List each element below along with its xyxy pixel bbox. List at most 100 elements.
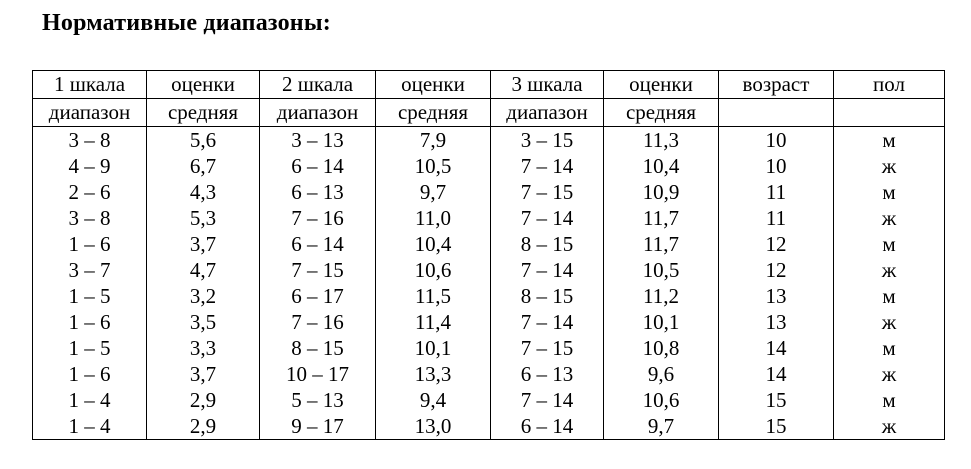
table-cell: ж	[833, 361, 945, 387]
table-cell: 10,1	[375, 335, 491, 361]
table-cell: 6 – 13	[490, 361, 604, 387]
table-cell: 2 – 6	[32, 179, 147, 205]
table-cell: ж	[833, 309, 945, 335]
table-cell: 6 – 14	[259, 153, 376, 179]
table-cell: 7 – 14	[490, 205, 604, 231]
table-cell: 13	[718, 283, 834, 309]
table-cell: 5 – 13	[259, 387, 376, 413]
table-cell: 14	[718, 335, 834, 361]
table-cell: 1 – 6	[32, 309, 147, 335]
table-cell: 10,5	[375, 153, 491, 179]
table-cell: 3 – 7	[32, 257, 147, 283]
table-row: 1 – 5 3,2 6 – 17 11,5 8 – 15 11,2 13 м	[32, 283, 945, 309]
table-cell: 3 – 8	[32, 126, 147, 153]
table-cell: 11,5	[375, 283, 491, 309]
table-cell: м	[833, 179, 945, 205]
table-cell: 3,3	[146, 335, 260, 361]
table-row: 1 – 4 2,9 5 – 13 9,4 7 – 14 10,6 15 м	[32, 387, 945, 413]
table-cell: 11,7	[603, 205, 719, 231]
table-cell: 10,8	[603, 335, 719, 361]
header-cell: 3 шкала	[490, 70, 604, 99]
table-cell: 7 – 14	[490, 309, 604, 335]
table-cell: 10,4	[375, 231, 491, 257]
table-cell: 1 – 5	[32, 335, 147, 361]
table-cell: 13,0	[375, 413, 491, 440]
header-cell: средняя	[146, 98, 260, 127]
table-cell: 6 – 14	[259, 231, 376, 257]
table-cell: 7 – 14	[490, 257, 604, 283]
table-cell: 7 – 16	[259, 309, 376, 335]
table-cell: 10,6	[375, 257, 491, 283]
table-cell: 3,5	[146, 309, 260, 335]
table-cell: 11	[718, 205, 834, 231]
table-cell: 4,7	[146, 257, 260, 283]
table-cell: м	[833, 126, 945, 153]
table-cell: 1 – 4	[32, 387, 147, 413]
table-cell: 2,9	[146, 413, 260, 440]
table-cell: 6,7	[146, 153, 260, 179]
table-row: 1 – 6 3,5 7 – 16 11,4 7 – 14 10,1 13 ж	[32, 309, 945, 335]
table-cell: 7 – 15	[259, 257, 376, 283]
table-cell: 14	[718, 361, 834, 387]
table-cell: 10 – 17	[259, 361, 376, 387]
table-cell: 9,7	[603, 413, 719, 440]
table-cell: ж	[833, 153, 945, 179]
table-cell: 8 – 15	[490, 283, 604, 309]
header-cell: 1 шкала	[32, 70, 147, 99]
table-cell: 11	[718, 179, 834, 205]
table-row: 3 – 8 5,6 3 – 13 7,9 3 – 15 11,3 10 м	[32, 126, 945, 153]
table-cell: ж	[833, 257, 945, 283]
header-cell: оценки	[146, 70, 260, 99]
table-cell: 10,5	[603, 257, 719, 283]
table-cell: 1 – 6	[32, 361, 147, 387]
table-cell: 6 – 17	[259, 283, 376, 309]
table-cell: 1 – 4	[32, 413, 147, 440]
table-cell: 10,9	[603, 179, 719, 205]
table-cell: 3,7	[146, 231, 260, 257]
table-cell: 5,6	[146, 126, 260, 153]
table-cell: 11,4	[375, 309, 491, 335]
header-cell	[833, 98, 945, 127]
header-cell: диапазон	[259, 98, 376, 127]
table-cell: 3,7	[146, 361, 260, 387]
header-cell: оценки	[603, 70, 719, 99]
table-cell: 7,9	[375, 126, 491, 153]
table-row: 1 – 5 3,3 8 – 15 10,1 7 – 15 10,8 14 м	[32, 335, 945, 361]
table-cell: 11,7	[603, 231, 719, 257]
header-cell: пол	[833, 70, 945, 99]
table-cell: 4 – 9	[32, 153, 147, 179]
table-cell: 5,3	[146, 205, 260, 231]
table-row: 4 – 9 6,7 6 – 14 10,5 7 – 14 10,4 10 ж	[32, 153, 945, 179]
table-cell: 7 – 15	[490, 179, 604, 205]
table-cell: 10,1	[603, 309, 719, 335]
table-cell: 9,7	[375, 179, 491, 205]
table-cell: 3 – 15	[490, 126, 604, 153]
table-cell: м	[833, 231, 945, 257]
table-cell: 10,4	[603, 153, 719, 179]
table-cell: 13,3	[375, 361, 491, 387]
header-cell: 2 шкала	[259, 70, 376, 99]
table-cell: 8 – 15	[259, 335, 376, 361]
table-cell: 10	[718, 153, 834, 179]
table-cell: 12	[718, 257, 834, 283]
table-cell: ж	[833, 205, 945, 231]
table-cell: 11,2	[603, 283, 719, 309]
table-cell: 2,9	[146, 387, 260, 413]
table-cell: 9,6	[603, 361, 719, 387]
header-cell: диапазон	[32, 98, 147, 127]
table-cell: 15	[718, 413, 834, 440]
table-row: 1 – 4 2,9 9 – 17 13,0 6 – 14 9,7 15 ж	[32, 413, 945, 440]
norms-table: 1 шкала оценки 2 шкала оценки 3 шкала оц…	[32, 70, 945, 440]
table-cell: 6 – 14	[490, 413, 604, 440]
table-cell: м	[833, 387, 945, 413]
header-cell: средняя	[603, 98, 719, 127]
header-row-1: 1 шкала оценки 2 шкала оценки 3 шкала оц…	[32, 70, 945, 99]
table-cell: 10,6	[603, 387, 719, 413]
table-cell: 15	[718, 387, 834, 413]
header-cell: оценки	[375, 70, 491, 99]
table-cell: 1 – 6	[32, 231, 147, 257]
table-row: 1 – 6 3,7 10 – 17 13,3 6 – 13 9,6 14 ж	[32, 361, 945, 387]
table-cell: 6 – 13	[259, 179, 376, 205]
document-title: Нормативные диапазоны:	[42, 10, 331, 36]
table-cell: ж	[833, 413, 945, 440]
